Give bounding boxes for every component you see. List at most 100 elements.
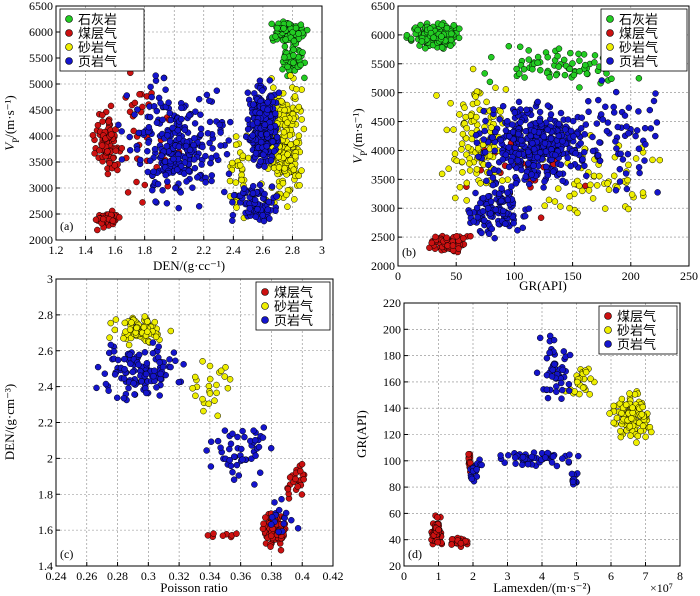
data-point [556, 170, 563, 178]
data-point [229, 217, 236, 224]
data-point [610, 103, 617, 111]
data-point [492, 128, 499, 136]
data-point [572, 150, 579, 157]
data-point [525, 56, 533, 63]
data-point [186, 146, 194, 154]
data-point [610, 402, 617, 410]
y-tick-label: 5500 [29, 51, 53, 65]
data-point [505, 452, 512, 459]
data-point [172, 184, 179, 192]
data-point [566, 351, 574, 359]
data-point [516, 70, 523, 77]
data-point [150, 372, 157, 380]
data-point [151, 367, 158, 374]
data-point [557, 161, 565, 169]
data-point [525, 47, 532, 54]
data-point [497, 108, 504, 115]
data-point [266, 215, 273, 222]
y-tick-label: 6000 [29, 25, 53, 39]
data-point [177, 189, 184, 196]
data-point [472, 189, 479, 197]
y-tick-label: 2.2 [38, 416, 53, 430]
data-point [267, 157, 275, 164]
data-point [462, 113, 469, 121]
data-point [575, 50, 582, 58]
data-point [120, 335, 127, 342]
data-point [638, 411, 646, 418]
data-point [558, 395, 565, 402]
data-point [197, 125, 205, 133]
data-point [530, 145, 538, 153]
data-point [567, 49, 574, 57]
data-point [477, 180, 484, 187]
data-point [298, 86, 305, 93]
data-point [497, 136, 505, 144]
data-point [94, 121, 102, 129]
legend-label: 砂岩气 [274, 299, 313, 315]
data-point [217, 367, 225, 375]
data-point [268, 183, 276, 190]
data-point [515, 98, 523, 106]
data-point [265, 198, 273, 206]
data-point [625, 205, 632, 213]
data-point [282, 36, 289, 43]
data-point [422, 45, 429, 52]
legend-label: 页岩气 [78, 54, 117, 70]
data-point [559, 137, 566, 145]
data-point [244, 125, 252, 133]
data-point [594, 152, 602, 159]
data-point [197, 111, 204, 118]
data-point [278, 98, 285, 105]
data-point [89, 132, 97, 139]
data-point [152, 198, 159, 205]
legend-marker [65, 15, 73, 23]
y-tick-label: 3000 [29, 181, 53, 195]
data-point [449, 242, 457, 249]
data-point [459, 158, 466, 166]
y-tick-label: 2000 [29, 233, 53, 247]
data-point [295, 30, 302, 37]
data-point [152, 72, 159, 79]
data-point [559, 455, 566, 462]
data-point [474, 213, 481, 221]
data-point [595, 96, 602, 104]
y-tick-label: 4500 [29, 103, 53, 117]
data-point [216, 121, 223, 129]
data-point [614, 123, 622, 131]
data-point [124, 189, 132, 196]
data-point [235, 472, 243, 479]
data-point [455, 245, 462, 252]
data-point [167, 116, 175, 124]
data-point [641, 124, 649, 132]
data-point [275, 528, 282, 536]
data-point [114, 356, 122, 364]
data-point [528, 171, 535, 178]
x-tick-label: 0 [395, 269, 401, 283]
data-point [239, 152, 247, 160]
data-point [543, 386, 551, 393]
data-point [585, 108, 592, 116]
data-point [202, 179, 209, 186]
data-point [120, 375, 128, 382]
data-point [254, 205, 261, 213]
data-point [622, 401, 630, 409]
data-point [550, 168, 557, 175]
data-point [580, 51, 588, 58]
data-point [492, 84, 499, 92]
data-point [455, 34, 463, 42]
data-point [229, 211, 237, 219]
data-point [555, 132, 563, 140]
data-point [226, 456, 233, 464]
data-point [278, 495, 285, 503]
data-point [125, 341, 133, 349]
data-point [206, 97, 213, 105]
data-point [129, 368, 136, 376]
data-point [133, 146, 141, 153]
y-tick-label: 2000 [371, 259, 395, 273]
data-point [199, 395, 206, 403]
data-point [295, 172, 302, 180]
data-point [653, 119, 661, 126]
legend-label: 页岩气 [619, 54, 658, 70]
